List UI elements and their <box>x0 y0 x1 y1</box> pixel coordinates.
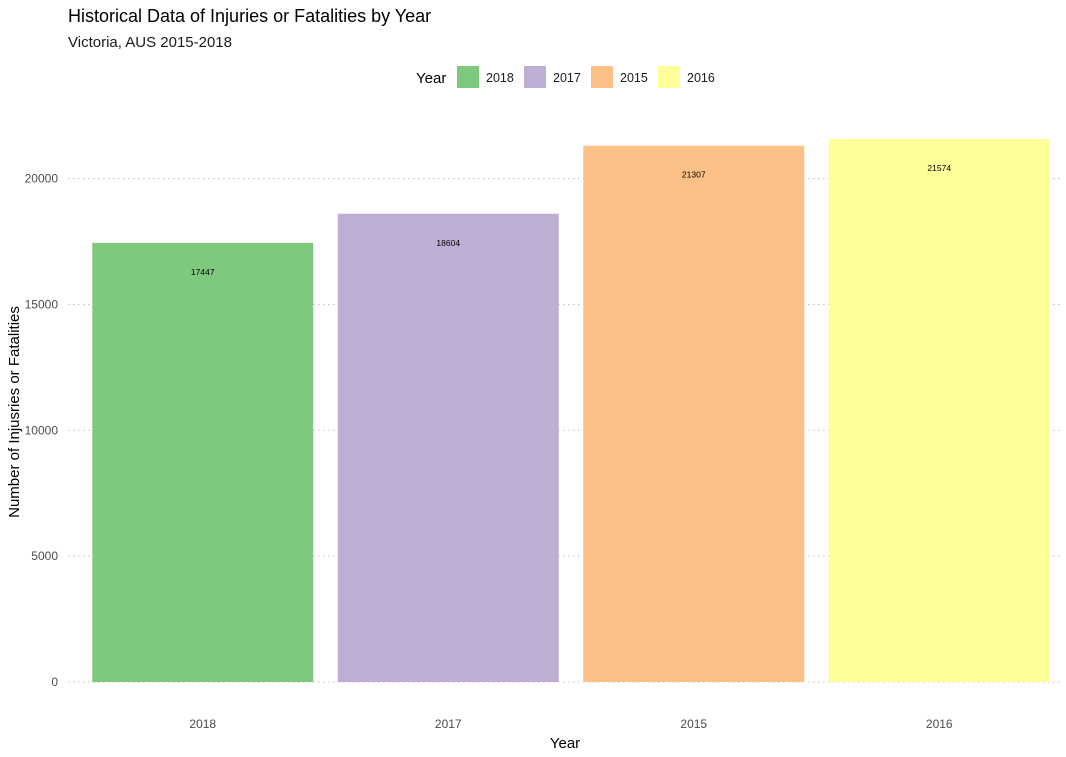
y-tick-label: 0 <box>51 675 58 689</box>
x-tick-label-2015: 2015 <box>680 717 707 731</box>
y-tick-label: 5000 <box>31 549 58 563</box>
y-axis-title: Number of Injusries or Fatalities <box>6 306 23 518</box>
legend-swatch-2016 <box>658 66 680 88</box>
data-label-2018: 17447 <box>191 267 215 277</box>
chart-subtitle: Victoria, AUS 2015-2018 <box>68 34 232 51</box>
legend-swatch-2015 <box>591 66 613 88</box>
legend-label-2016: 2016 <box>687 71 715 85</box>
legend-label-2015: 2015 <box>620 71 648 85</box>
bar-2018 <box>92 242 314 682</box>
x-tick-label-2017: 2017 <box>435 717 462 731</box>
bar-2015 <box>583 145 805 683</box>
legend-entry-2018: 2018 <box>457 66 514 88</box>
legend-entry-2016: 2016 <box>658 66 715 88</box>
chart-title: Historical Data of Injuries or Fatalitie… <box>68 6 431 26</box>
legend-label-2017: 2017 <box>553 71 581 85</box>
legend-label-2018: 2018 <box>486 71 514 85</box>
y-tick-label: 20000 <box>25 172 59 186</box>
x-axis-title: Year <box>550 735 580 752</box>
x-tick-label-2018: 2018 <box>189 717 216 731</box>
x-tick-label-2016: 2016 <box>926 717 953 731</box>
data-label-2016: 21574 <box>927 163 951 173</box>
bar-2016 <box>828 139 1050 682</box>
y-tick-label: 15000 <box>25 297 59 311</box>
legend: Year 2018 2017 2015 2016 <box>416 66 715 88</box>
legend-entry-2017: 2017 <box>524 66 581 88</box>
bar-2017 <box>337 213 559 682</box>
legend-swatch-2017 <box>524 66 546 88</box>
data-label-2015: 21307 <box>682 170 706 180</box>
x-axis-ticks: 2018 2017 2015 2016 <box>189 717 953 731</box>
bars <box>92 139 1050 683</box>
legend-entry-2015: 2015 <box>591 66 648 88</box>
y-tick-label: 10000 <box>25 423 59 437</box>
data-labels: 17447 18604 21307 21574 <box>191 163 951 277</box>
y-axis-ticks: 0 5000 10000 15000 20000 <box>25 172 59 689</box>
legend-title: Year <box>416 70 446 87</box>
legend-swatch-2018 <box>457 66 479 88</box>
data-label-2017: 18604 <box>436 238 460 248</box>
